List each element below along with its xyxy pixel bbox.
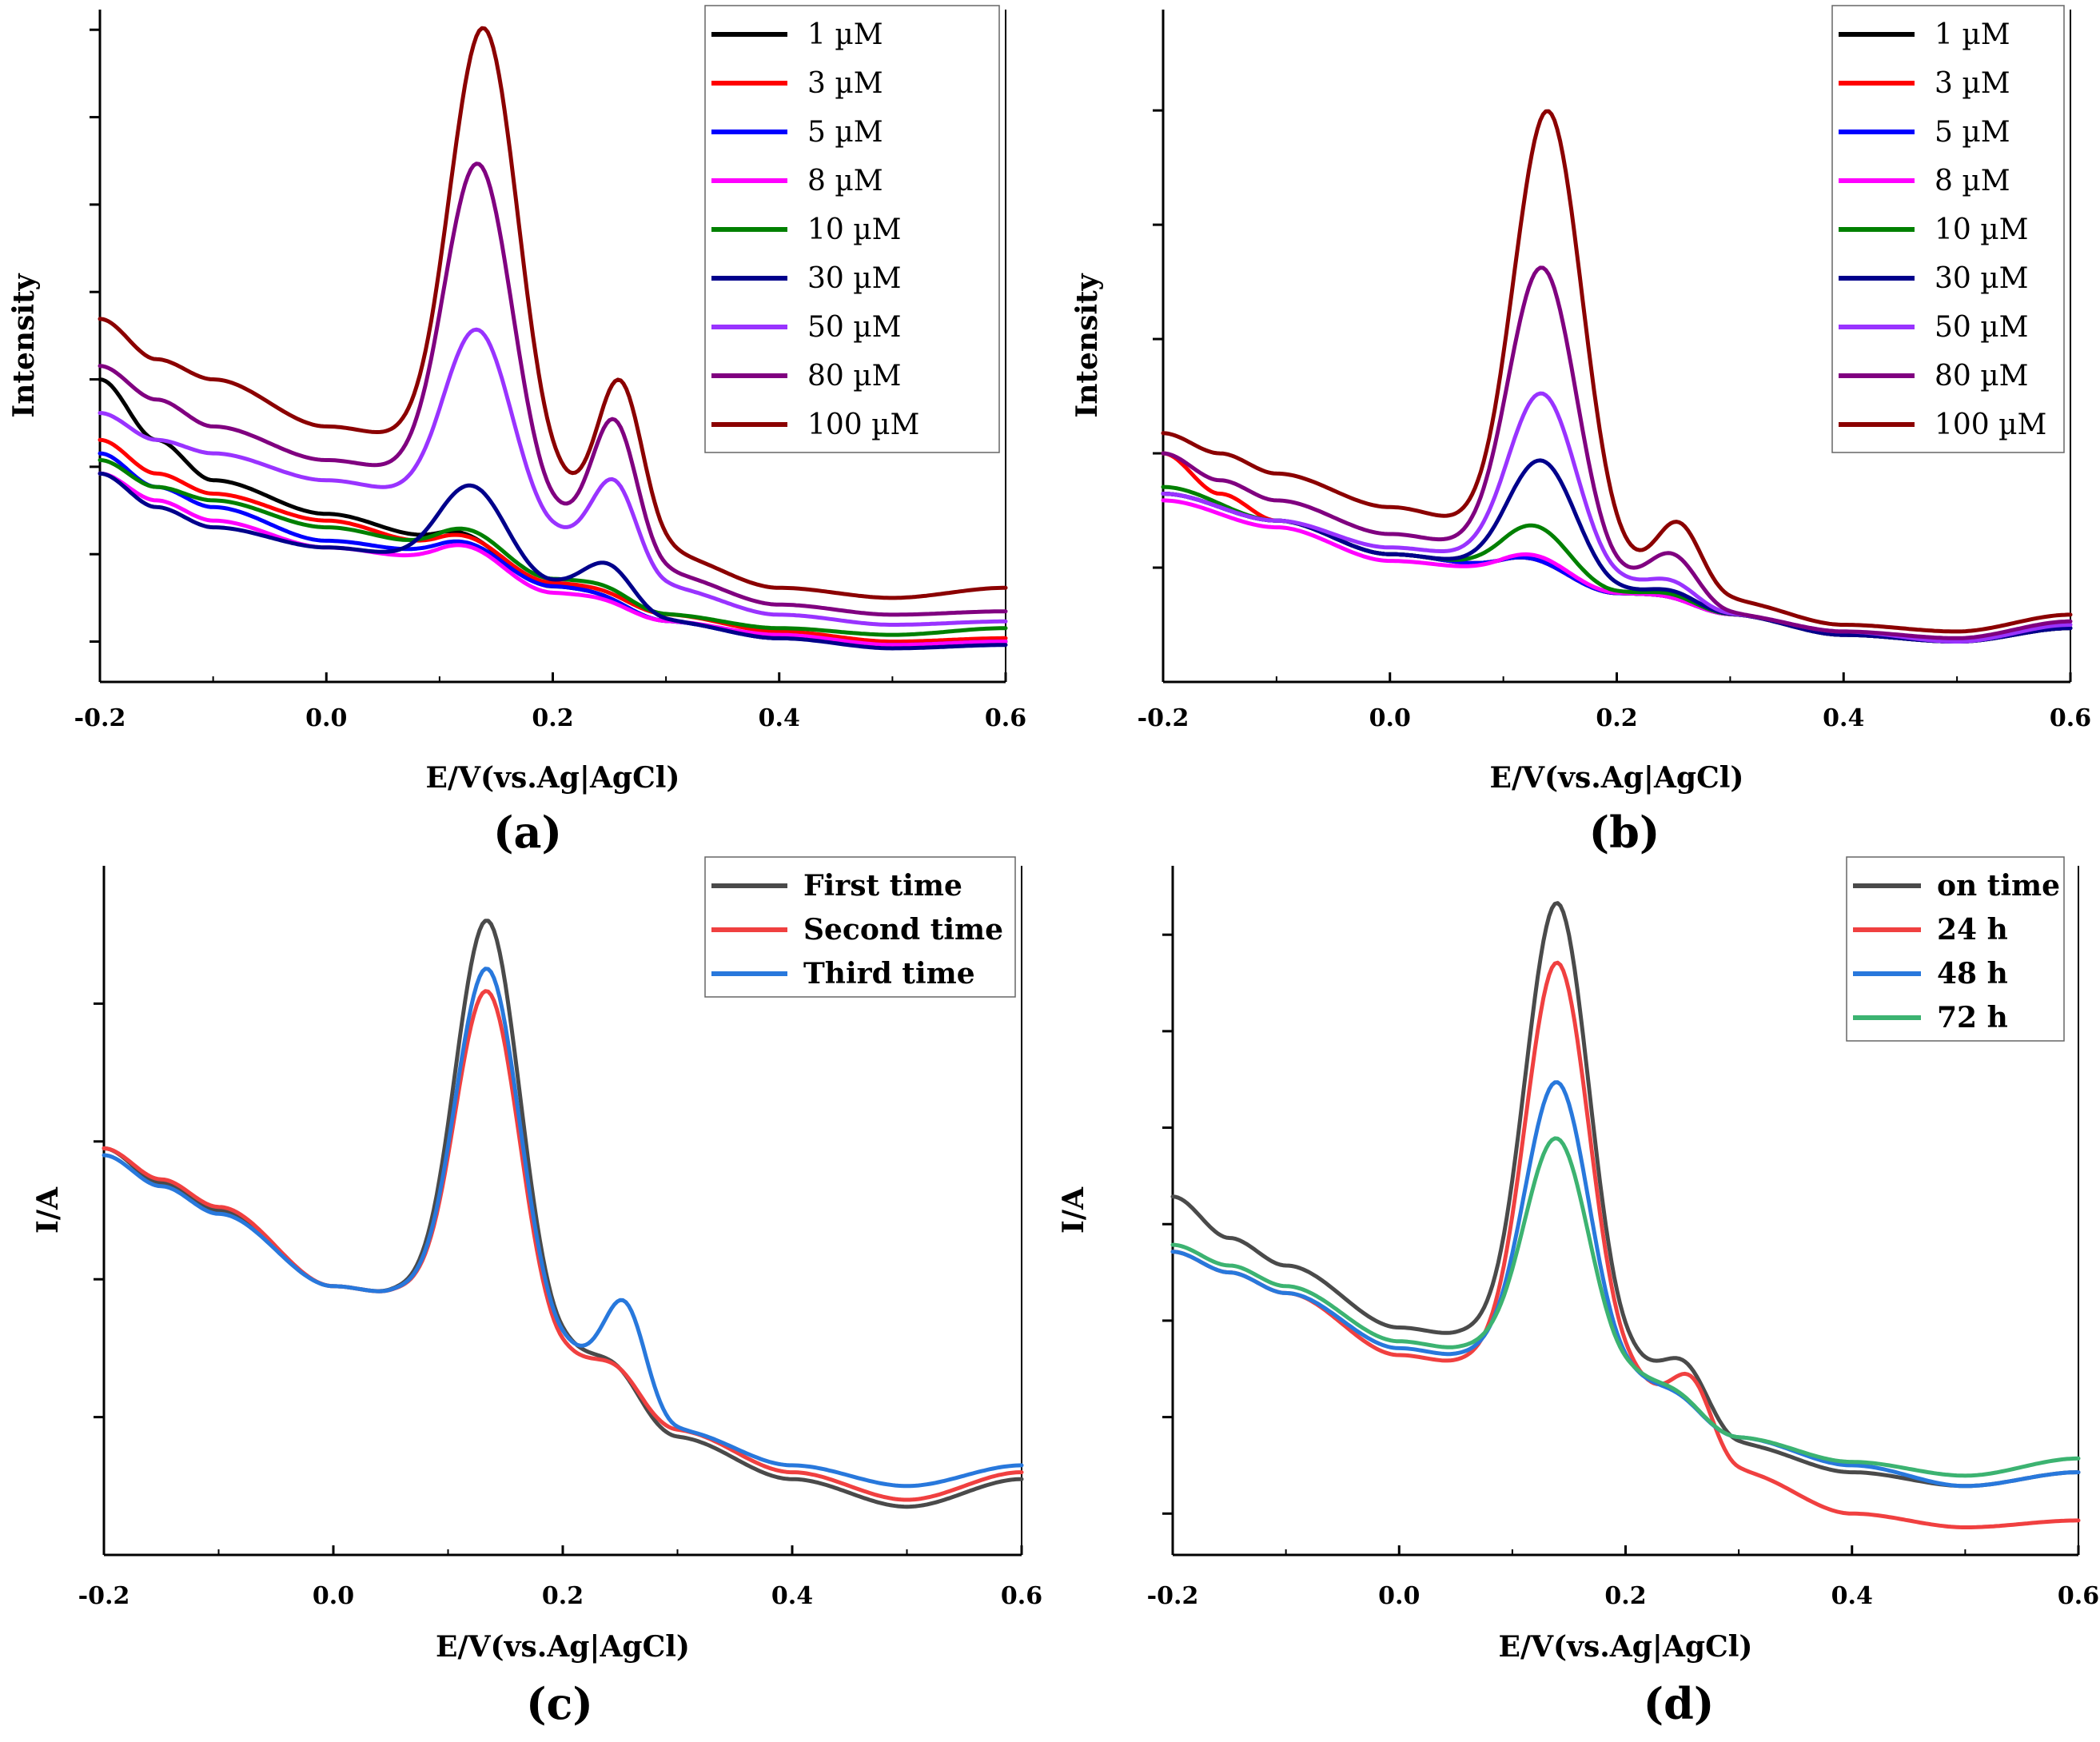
x-tick-label: 0.0 — [305, 704, 347, 732]
x-tick-label: -0.2 — [1147, 1582, 1199, 1610]
panel-c: -0.2 0.0 0.2 0.4 0.6 E/V(vs.Ag|AgCl) I/A First … — [31, 856, 1042, 1729]
panel-b: -0.2 0.0 0.2 0.4 0.6 E/V(vs.Ag|AgCl) Intensity… — [1070, 5, 2091, 858]
legend-label: First time — [803, 869, 962, 903]
x-tick-label: 0.6 — [2050, 704, 2091, 732]
legend: 1 µM 3 µM 5 µM 8 µM 10 µM 30 µM 50 µM 80 µM 100 … — [704, 5, 1000, 453]
x-tick-label: 0.6 — [985, 704, 1026, 732]
x-tick-label: 0.4 — [1823, 704, 1864, 732]
x-tick-label: -0.2 — [78, 1582, 130, 1610]
panel-caption: (d) — [1644, 1678, 1715, 1729]
series-line-second-time — [102, 989, 1024, 1502]
x-tick-label: 0.4 — [771, 1582, 813, 1610]
x-tick-label: -0.2 — [1138, 704, 1189, 732]
legend: on time 24 h 48 h 72 h — [1846, 856, 2065, 1042]
series-line-50-µm — [98, 327, 1008, 627]
panel-d: -0.2 0.0 0.2 0.4 0.6 E/V(vs.Ag|AgCl) I/A on tim… — [1057, 856, 2099, 1729]
legend-label: 3 µM — [807, 67, 883, 100]
legend-label: Second time — [803, 913, 1003, 947]
series-line-50-µm — [1161, 391, 2073, 644]
legend-label: Third time — [803, 957, 975, 991]
x-tick-label: 0.2 — [1596, 704, 1637, 732]
panel-caption: (c) — [526, 1678, 593, 1729]
legend-label: 10 µM — [807, 213, 902, 246]
x-axis-title: E/V(vs.Ag|AgCl) — [1490, 761, 1744, 795]
legend: First time Second time Third time — [704, 856, 1016, 998]
series-group — [98, 26, 1008, 651]
legend-label: 5 µM — [807, 116, 883, 149]
series-group — [102, 919, 1024, 1509]
series-line-100-µm — [98, 26, 1008, 600]
x-tick-label: 0.2 — [532, 704, 573, 732]
series-line-third-time — [102, 967, 1024, 1489]
legend-label: 50 µM — [807, 311, 902, 344]
legend-label: 50 µM — [1935, 311, 2029, 344]
legend-label: 8 µM — [807, 165, 883, 197]
legend-label: 24 h — [1937, 913, 2008, 947]
x-tick-label: 0.0 — [1369, 704, 1411, 732]
series-line-8-µm — [98, 471, 1008, 648]
panel-a: -0.2 0.0 0.2 0.4 0.6 E/V(vs.Ag|AgCl) Intensity… — [7, 5, 1026, 858]
legend-label: 30 µM — [807, 262, 902, 295]
series-line-80-µm — [1161, 265, 2073, 640]
x-axis-title: E/V(vs.Ag|AgCl) — [426, 761, 680, 795]
legend-label: 8 µM — [1935, 165, 2010, 197]
legend-label: 5 µM — [1935, 116, 2010, 149]
x-tick-label: 0.4 — [1831, 1582, 1873, 1610]
series-line-30-µm — [98, 471, 1008, 651]
legend-label: 30 µM — [1935, 262, 2029, 295]
x-axis-title: E/V(vs.Ag|AgCl) — [436, 1630, 690, 1664]
legend-label: 10 µM — [1935, 213, 2029, 246]
x-tick-label: 0.2 — [542, 1582, 584, 1610]
series-group — [1170, 901, 2081, 1529]
legend-label: on time — [1937, 869, 2060, 903]
x-tick-label: -0.2 — [74, 704, 126, 732]
legend-label: 48 h — [1937, 957, 2008, 991]
legend-label: 80 µM — [807, 360, 902, 393]
y-axis-title: I/A — [1057, 1186, 1090, 1234]
x-tick-label: 0.2 — [1604, 1582, 1646, 1610]
legend-label: 100 µM — [1935, 409, 2046, 441]
x-tick-label: 0.6 — [1001, 1582, 1042, 1610]
legend-label: 1 µM — [807, 18, 883, 51]
y-axis-title: Intensity — [7, 273, 41, 417]
series-line-3-µm — [98, 437, 1008, 644]
series-line-80-µm — [98, 161, 1008, 617]
legend-label: 100 µM — [807, 409, 919, 441]
x-tick-label: 0.6 — [2058, 1582, 2099, 1610]
legend-label: 72 h — [1937, 1001, 2008, 1034]
legend-label: 1 µM — [1935, 18, 2010, 51]
x-tick-label: 0.4 — [759, 704, 800, 732]
series-line-100-µm — [1161, 109, 2073, 634]
legend-label: 3 µM — [1935, 67, 2010, 100]
y-axis-title: Intensity — [1070, 273, 1104, 417]
legend: 1 µM 3 µM 5 µM 8 µM 10 µM 30 µM 50 µM 80 µM 100 … — [1831, 5, 2065, 453]
panel-caption: (b) — [1589, 807, 1660, 858]
series-line-72-h — [1170, 1136, 2081, 1478]
x-tick-label: 0.0 — [313, 1582, 354, 1610]
x-axis-title: E/V(vs.Ag|AgCl) — [1499, 1630, 1753, 1664]
legend-label: 80 µM — [1935, 360, 2029, 393]
figure-panels: -0.2 0.0 0.2 0.4 0.6 E/V(vs.Ag|AgCl) Intensity… — [7, 5, 2099, 1729]
x-tick-label: 0.0 — [1378, 1582, 1420, 1610]
y-axis-title: I/A — [31, 1186, 65, 1234]
series-group — [1161, 109, 2073, 644]
panel-caption: (a) — [493, 807, 562, 858]
